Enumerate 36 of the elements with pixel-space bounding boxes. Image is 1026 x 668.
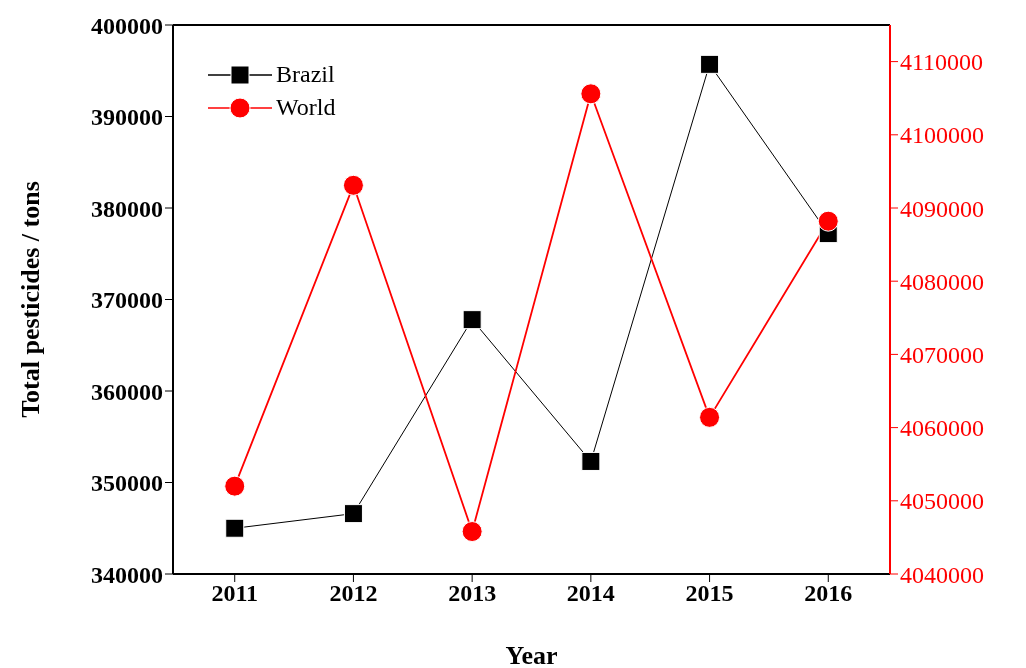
y-tick-label: 370000	[91, 287, 163, 314]
y-tick-label: 380000	[91, 195, 163, 222]
point	[342, 174, 364, 196]
x-tick-label: 2012	[329, 580, 378, 607]
y2-tick-label: 4080000	[900, 268, 984, 295]
x-tick-label: 2014	[566, 580, 615, 607]
y-tick-label: 350000	[91, 470, 163, 497]
x-tick-label: 2015	[685, 580, 734, 607]
y2-tick-label: 4110000	[900, 49, 984, 76]
point	[700, 54, 720, 74]
point	[225, 518, 245, 538]
point	[224, 475, 246, 497]
point	[699, 406, 721, 428]
y2-tick-label: 4050000	[900, 488, 984, 515]
point	[462, 310, 482, 330]
x-axis-title: Year	[505, 641, 558, 668]
point	[580, 83, 602, 105]
point	[581, 451, 601, 471]
point	[817, 210, 839, 232]
y2-tick-label: 4060000	[900, 415, 984, 442]
y-tick-label: 400000	[91, 12, 163, 39]
y-tick-label: 390000	[91, 104, 163, 131]
legend-label: Brazil	[276, 61, 335, 88]
y2-tick-label: 4090000	[900, 195, 984, 222]
x-tick-label: 2016	[804, 580, 853, 607]
x-tick-label: 2013	[448, 580, 497, 607]
y2-tick-label: 4040000	[900, 561, 984, 588]
y2-tick-label: 4070000	[900, 341, 984, 368]
point	[461, 521, 483, 543]
point	[343, 504, 363, 524]
y2-tick-label: 4100000	[900, 122, 984, 149]
y-tick-label: 340000	[91, 561, 163, 588]
x-tick-label: 2011	[211, 580, 259, 607]
legend-label: World	[276, 94, 336, 121]
y-tick-label: 360000	[91, 378, 163, 405]
y-axis-title: Total pesticides / tons	[16, 181, 46, 418]
